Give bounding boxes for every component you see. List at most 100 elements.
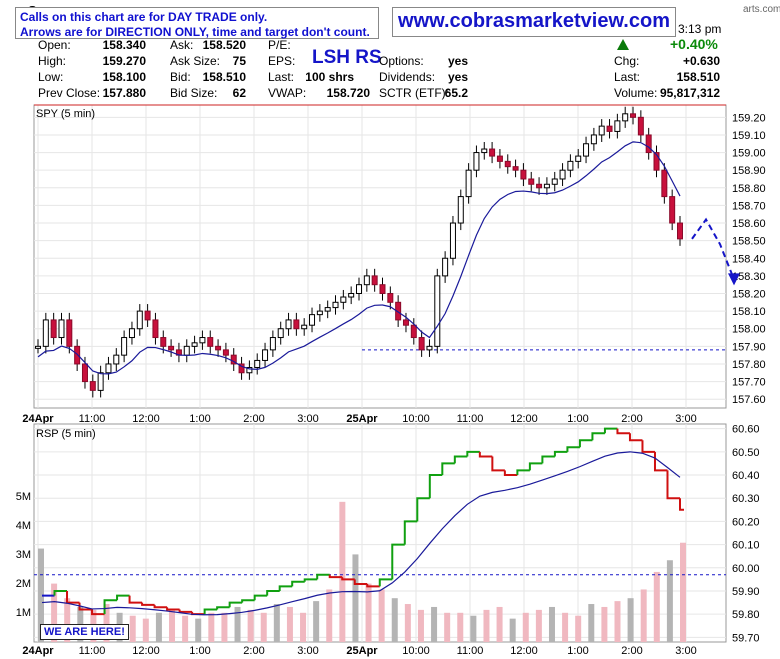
spy-candle — [50, 319, 57, 339]
spy-candle — [661, 169, 668, 198]
spy-candle — [340, 296, 347, 303]
rsp-x-tick-label: 1:00 — [567, 645, 588, 657]
rsp-price-step — [178, 609, 193, 613]
volume-tick-label: 2M — [16, 578, 31, 590]
volume-bar — [562, 612, 569, 642]
spy-candle — [395, 301, 402, 321]
volume-bar — [260, 612, 267, 642]
prev-close-value: 157.880 — [102, 86, 146, 100]
spy-x-tick-label: 24Apr — [22, 413, 54, 425]
rsp-y-tick-label: 59.90 — [732, 586, 760, 598]
spy-y-tick-label: 159.20 — [732, 112, 766, 124]
spy-candle — [567, 160, 574, 171]
last-shares-label: Last: — [268, 70, 295, 84]
spy-candle — [363, 275, 370, 286]
spy-candle — [637, 116, 644, 136]
volume-bar — [548, 606, 555, 642]
rsp-moving-average — [41, 451, 681, 616]
volume-bar — [457, 612, 464, 642]
spy-x-tick-label: 3:00 — [297, 413, 318, 425]
spy-candle — [262, 349, 269, 361]
volume-bar — [509, 618, 516, 642]
last-price-label: Last: — [614, 70, 641, 84]
spy-moving-average — [37, 141, 681, 375]
open-label: Open: — [38, 38, 71, 52]
spy-candle — [246, 366, 253, 374]
ask-size-value: 75 — [232, 54, 246, 68]
spy-candle — [324, 307, 331, 312]
spy-y-tick-label: 157.70 — [732, 377, 766, 389]
spy-candle — [677, 222, 683, 240]
spy-plot-area — [33, 104, 727, 409]
last-price-value: 158.510 — [676, 70, 720, 84]
rsp-price-step — [491, 456, 505, 472]
spy-candle — [442, 257, 449, 277]
rsp-price-step — [153, 604, 168, 609]
spy-candle — [348, 292, 355, 298]
spy-candle — [35, 345, 41, 349]
rsp-chart-title: RSP (5 min) — [36, 428, 96, 440]
spy-candle — [543, 183, 550, 189]
volume-bar — [640, 589, 647, 642]
rsp-x-tick-label: 1:00 — [189, 645, 210, 657]
spy-candle — [614, 120, 621, 132]
rsp-x-tick-label: 10:00 — [402, 645, 430, 657]
spy-candle — [144, 310, 151, 321]
spy-candle — [160, 337, 167, 347]
spy-x-tick-label: 1:00 — [189, 413, 210, 425]
note-line-1: Calls on this chart are for DAY TRADE on… — [20, 10, 268, 24]
spy-candle — [121, 337, 128, 356]
rsp-price-step — [316, 573, 330, 580]
center-label: LSH RS — [312, 47, 382, 68]
spy-candle — [496, 155, 503, 162]
rsp-price-step — [166, 607, 180, 611]
spy-candle — [215, 345, 222, 351]
spy-y-tick-label: 158.40 — [732, 253, 766, 265]
spy-candle — [105, 363, 112, 374]
eps-label: EPS: — [268, 54, 296, 68]
rsp-price-step — [103, 599, 118, 615]
quote-header: S 3:13 pm arts.com Calls on this chart a… — [0, 0, 780, 104]
dividends-value: yes — [447, 70, 468, 84]
spy-candle — [449, 222, 456, 259]
spy-candle — [551, 178, 558, 185]
volume-bar — [365, 583, 372, 642]
rsp-price-step — [553, 450, 568, 457]
spy-candle — [410, 324, 417, 339]
spy-candle — [379, 284, 386, 294]
spy-candle — [583, 143, 590, 157]
rsp-price-step — [466, 450, 480, 457]
spy-candle — [199, 337, 206, 344]
volume-bar — [496, 606, 503, 642]
rsp-price-step — [366, 584, 380, 588]
ask-value: 158.520 — [202, 38, 246, 52]
rsp-y-tick-label: 60.20 — [732, 516, 760, 528]
pe-label: P/E: — [268, 38, 291, 52]
spy-candle — [230, 354, 237, 365]
time-fragment: 3:13 pm — [678, 22, 722, 36]
website-banner[interactable]: www.cobrasmarketview.com — [392, 7, 676, 37]
volume-bar — [169, 609, 176, 642]
spy-candle — [293, 319, 300, 330]
rsp-price-step — [428, 474, 443, 499]
volume-bar — [417, 609, 424, 642]
rsp-price-panel: 60.60 60.50 60.40 60.30 60.20 60.10 60.00 59.90… — [16, 423, 760, 657]
rsp-price-step — [303, 578, 318, 582]
spy-forecast-path — [691, 217, 735, 280]
spy-candle — [426, 345, 433, 351]
spy-x-tick-label: 12:00 — [132, 413, 160, 425]
ask-label: Ask: — [170, 38, 194, 52]
spy-candle — [528, 178, 535, 185]
rsp-price-step — [266, 589, 280, 596]
spy-candle — [238, 363, 245, 374]
spy-y-tick-label: 157.90 — [732, 341, 766, 353]
spy-candle — [402, 319, 409, 326]
volume-tick-label: 3M — [16, 549, 31, 561]
last-shares-value: 100 shrs — [305, 70, 354, 84]
spy-candle — [254, 359, 261, 368]
spy-y-tick-label: 158.10 — [732, 306, 766, 318]
chg-value: +0.630 — [682, 54, 720, 68]
site-fragment: arts.com — [743, 4, 780, 15]
rsp-y-tick-label: 60.30 — [732, 493, 760, 505]
